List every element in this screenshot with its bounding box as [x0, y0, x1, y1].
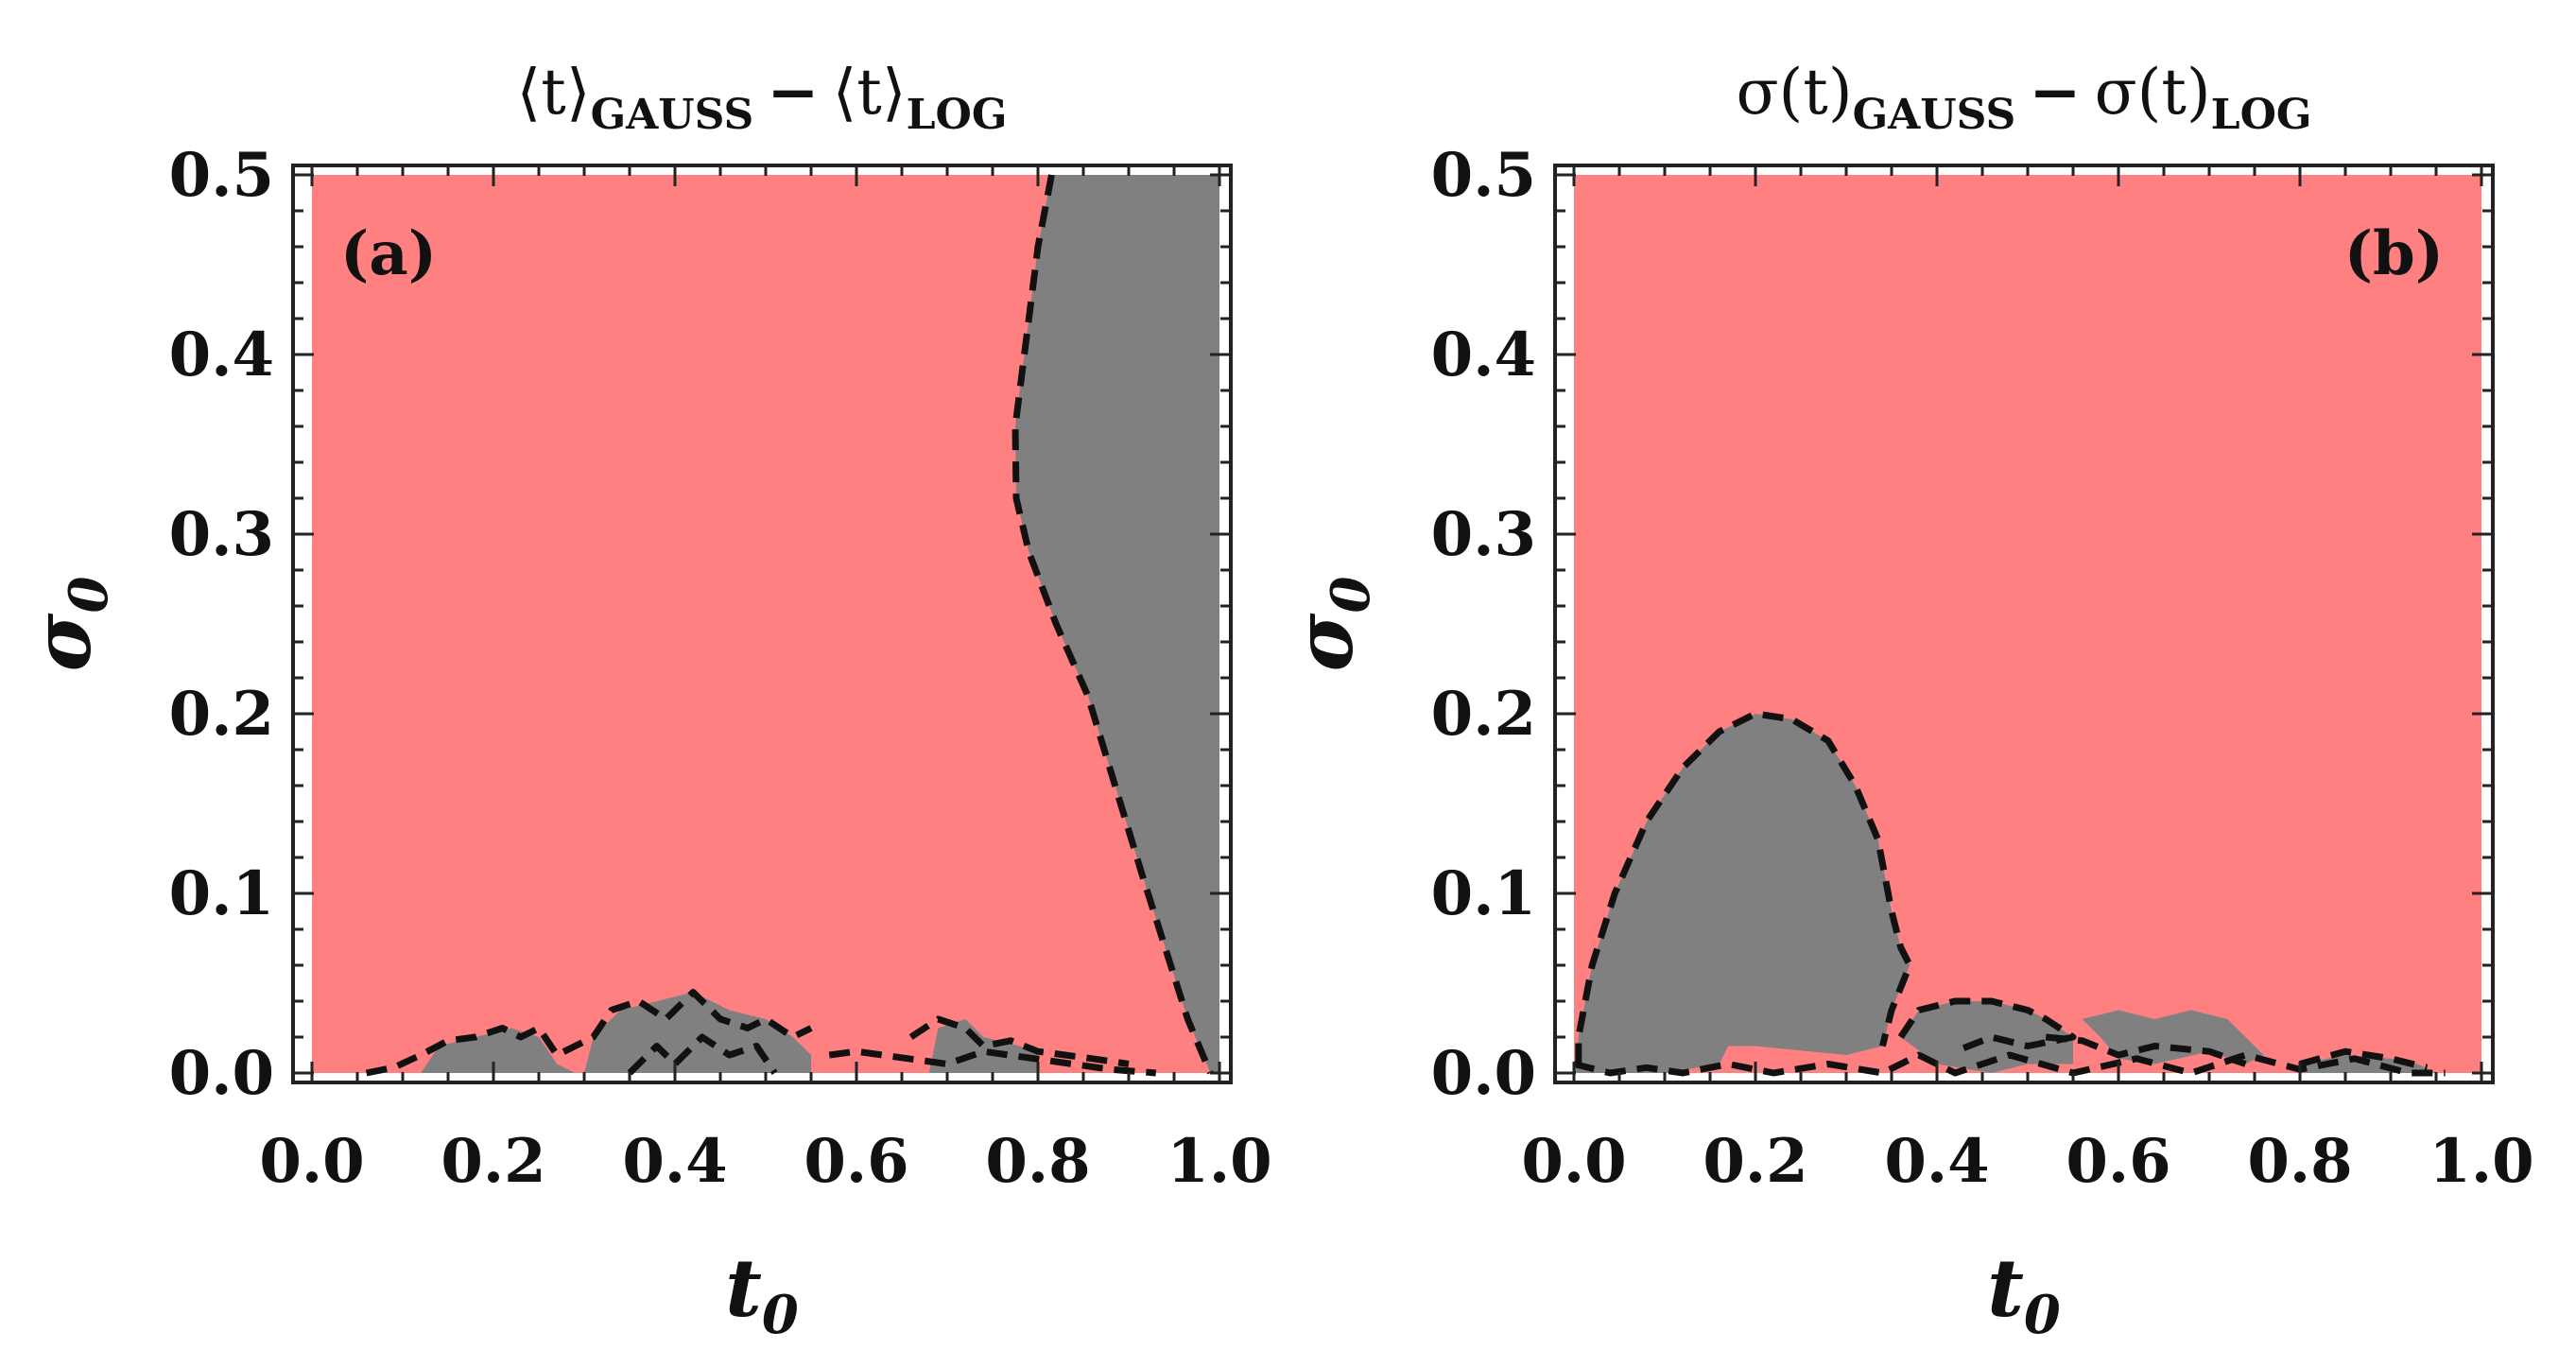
panel-b-x-tick-label: 0.0 [1521, 1126, 1626, 1197]
panel-a-x-tick-label: 0.0 [259, 1126, 364, 1197]
panel-a-x-tick-labels: 0.0 0.2 0.4 0.6 0.8 1.0 [259, 1126, 1271, 1197]
panel-b-contour-band-2 [2045, 1033, 2247, 1067]
panel-b-x-tick-label: 0.4 [1884, 1126, 1989, 1197]
panel-b-y-tick-labels: 0.0 0.1 0.2 0.3 0.4 0.5 [1431, 140, 1536, 1109]
panel-a-y-tick-label: 0.2 [169, 679, 274, 750]
panel-a-ticks [293, 165, 1231, 1082]
panel-a-x-axis-title: t0 [725, 1241, 799, 1346]
panel-a-y-tick-label: 0.1 [169, 858, 274, 929]
panel-b-title-term1: σ(t) [1737, 56, 1853, 129]
panel-a: ⟨t⟩GAUSS − ⟨t⟩LOG (a) 0.0 0.2 0.4 0.6 0.8 … [15, 55, 1272, 1346]
panel-a-y-tick-label: 0.3 [169, 499, 274, 570]
panel-b-title-term2: σ(t) [2095, 56, 2211, 129]
panel-a-x-tick-label: 1.0 [1167, 1126, 1271, 1197]
panel-b-title-term2-sub: LOG [2211, 91, 2312, 139]
panel-a-contour-main [1011, 174, 1214, 1075]
panel-b-x-tick-label: 1.0 [2429, 1126, 2533, 1197]
panel-b-x-tick-label: 0.2 [1703, 1126, 1807, 1197]
panel-a-y-axis-title: σ0 [15, 577, 120, 672]
panel-a-x-tick-label: 0.2 [441, 1126, 545, 1197]
panel-b-x-tick-labels: 0.0 0.2 0.4 0.6 0.8 1.0 [1521, 1126, 2533, 1197]
panel-b-y-tick-label: 0.5 [1431, 140, 1536, 211]
panel-a-x-tick-label: 0.6 [804, 1126, 908, 1197]
panel-b-contour-band-3 [2299, 1047, 2429, 1071]
panel-b-y-tick-label: 0.1 [1431, 858, 1536, 929]
panel-a-negative-noise-1 [421, 1028, 576, 1073]
panel-a-title-term1: ⟨t⟩ [517, 56, 591, 129]
panel-a-x-axis-sub: 0 [762, 1284, 799, 1346]
panel-b-y-tick-label: 0.0 [1431, 1038, 1536, 1109]
panel-b-x-axis-symbol: t [1987, 1241, 2024, 1335]
panel-a-x-tick-label: 0.8 [985, 1126, 1090, 1197]
panel-a-x-tick-label: 0.4 [622, 1126, 727, 1197]
panel-b-regions [1574, 714, 2436, 1073]
panel-a-y-tick-label: 0.0 [169, 1038, 274, 1109]
panel-a-y-tick-label: 0.4 [169, 320, 274, 390]
panel-b-y-axis-symbol: σ [1277, 613, 1371, 671]
panel-a-y-tick-label: 0.5 [169, 140, 274, 211]
panel-b-x-tick-label: 0.8 [2247, 1126, 2352, 1197]
panel-a-negative-region-right [1015, 175, 1219, 1073]
panel-a-contour-noise-2 [627, 1033, 778, 1076]
panel-b-title-operator: − [2029, 55, 2081, 129]
panel-a-contour-noise-1 [365, 989, 813, 1077]
panel-b-negative-band-1 [1900, 1001, 2073, 1073]
panel-b-x-tick-label: 0.6 [2066, 1126, 2170, 1197]
panel-b-contour-band [1897, 997, 2077, 1055]
panel-b-negative-band-2 [2082, 1010, 2264, 1064]
panel-b-y-tick-label: 0.3 [1431, 499, 1536, 570]
panel-b-x-axis-sub: 0 [2024, 1284, 2061, 1346]
panel-b-y-tick-label: 0.4 [1431, 320, 1536, 390]
panel-a-title-operator: − [767, 55, 819, 129]
panel-b: σ(t)GAUSS − σ(t)LOG (b) 0.0 0.2 0.4 0.6 0.… [1277, 55, 2534, 1346]
panel-b-y-axis-sub: 0 [1320, 577, 1382, 614]
panel-a-x-axis-symbol: t [725, 1241, 762, 1335]
panel-a-tag: (a) [340, 218, 437, 289]
panel-a-regions [421, 175, 1219, 1073]
panel-a-title: ⟨t⟩GAUSS − ⟨t⟩LOG [517, 55, 1008, 139]
panel-b-ticks [1555, 165, 2493, 1082]
panel-b-x-axis-title: t0 [1987, 1241, 2061, 1346]
panel-a-contour-noise-4 [828, 1047, 1157, 1077]
panel-a-contours [365, 174, 1214, 1077]
panel-b-title: σ(t)GAUSS − σ(t)LOG [1737, 55, 2312, 139]
panel-a-contour-noise-3 [908, 1015, 1130, 1067]
panel-a-y-axis-symbol: σ [15, 613, 109, 671]
panel-a-y-axis-sub: 0 [58, 577, 120, 614]
panel-b-tag: (b) [2344, 218, 2444, 289]
panel-b-negative-lobe [1574, 714, 1910, 1073]
panel-a-title-term2: ⟨t⟩ [833, 56, 907, 129]
panel-a-title-term2-sub: LOG [907, 91, 1008, 139]
panel-a-y-tick-labels: 0.0 0.1 0.2 0.3 0.4 0.5 [169, 140, 274, 1109]
panel-b-y-tick-label: 0.2 [1431, 679, 1536, 750]
panel-b-y-axis-title: σ0 [1277, 577, 1382, 672]
panel-b-title-term1-sub: GAUSS [1853, 91, 2016, 139]
panel-a-negative-noise-2 [584, 992, 811, 1073]
panel-b-contour-lobe [1575, 710, 1913, 1064]
panel-a-title-term1-sub: GAUSS [591, 91, 754, 139]
